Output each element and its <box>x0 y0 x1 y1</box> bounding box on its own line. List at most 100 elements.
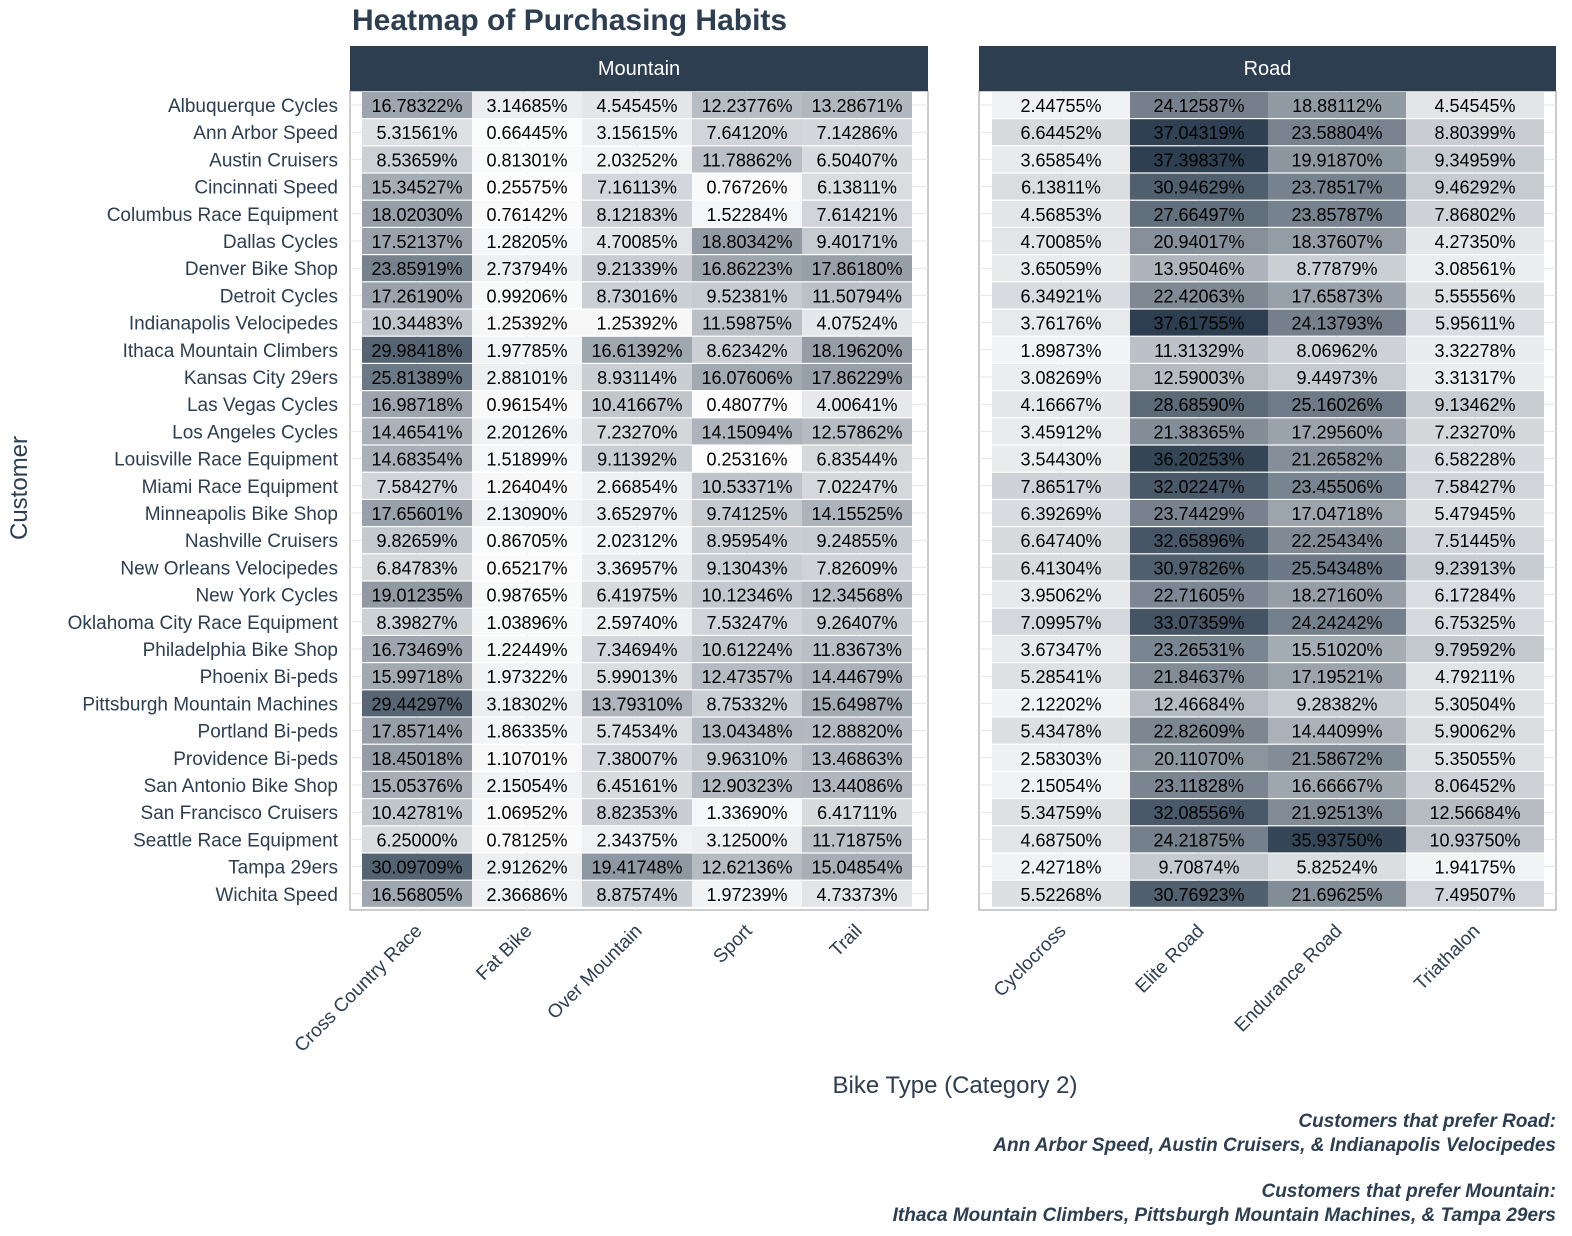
heatmap-cell <box>1406 282 1544 309</box>
heatmap-cell <box>472 826 582 853</box>
y-tick-label: Denver Bike Shop <box>185 259 338 280</box>
cell-value-label: 24.13793% <box>1291 314 1382 334</box>
heatmap-cell <box>362 608 472 635</box>
cell-value-label: 0.65217% <box>486 558 567 578</box>
heatmap-cell <box>1130 527 1268 554</box>
heatmap-cell <box>1130 826 1268 853</box>
heatmap-cell <box>1268 364 1406 390</box>
cell-value-label: 11.50794% <box>812 286 902 306</box>
cell-value-label: 5.31561% <box>376 123 457 143</box>
heatmap-cell <box>802 364 912 390</box>
heatmap-cell <box>472 799 582 826</box>
heatmap-cell <box>362 445 472 472</box>
cell-value-label: 6.34921% <box>1020 286 1101 306</box>
cell-value-label: 3.08561% <box>1434 259 1515 279</box>
y-tick-label: Las Vegas Cycles <box>187 395 338 416</box>
heatmap-cell <box>992 663 1130 690</box>
heatmap-cell <box>692 772 802 798</box>
heatmap-cell <box>582 228 692 254</box>
heatmap-cell <box>472 608 582 635</box>
cell-value-label: 23.85787% <box>1291 205 1382 225</box>
heatmap-cell <box>1130 173 1268 200</box>
heatmap-cell <box>692 744 802 771</box>
cell-value-label: 2.59740% <box>596 613 677 633</box>
heatmap-cell <box>1130 336 1268 363</box>
cell-value-label: 21.92513% <box>1291 803 1382 823</box>
heatmap-cell <box>692 391 802 418</box>
cell-value-label: 15.04854% <box>811 858 902 878</box>
cell-value-label: 8.93114% <box>597 368 677 388</box>
heatmap-cell <box>992 282 1130 309</box>
cell-value-label: 7.23270% <box>596 422 677 442</box>
cell-value-label: 14.15525% <box>811 504 902 524</box>
heatmap-cell <box>692 799 802 826</box>
heatmap-cell <box>802 255 912 282</box>
heatmap-cell <box>992 717 1130 744</box>
heatmap-cell <box>802 391 912 418</box>
cell-value-label: 0.98765% <box>486 586 567 606</box>
heatmap-cell <box>582 173 692 200</box>
cell-value-label: 10.93750% <box>1429 830 1520 850</box>
caption-road-heading: Customers that prefer Road: <box>1298 1111 1556 1132</box>
heatmap-cell <box>692 255 802 282</box>
y-tick-label: Louisville Race Equipment <box>114 450 339 471</box>
cell-value-label: 12.47357% <box>701 667 792 687</box>
cell-value-label: 9.24855% <box>816 531 897 551</box>
cell-value-label: 22.25434% <box>1291 531 1382 551</box>
heatmap-cell <box>992 880 1130 907</box>
heatmap-cell <box>1130 391 1268 418</box>
y-tick-label: Philadelphia Bike Shop <box>143 640 338 661</box>
heatmap-cell <box>1130 228 1268 254</box>
caption-mountain-heading: Customers that prefer Mountain: <box>1261 1181 1556 1202</box>
cell-value-label: 6.83544% <box>816 450 897 470</box>
cell-value-label: 17.65873% <box>1291 286 1382 306</box>
heatmap-cell <box>362 717 472 744</box>
cell-value-label: 21.84637% <box>1153 667 1244 687</box>
cell-value-label: 9.26407% <box>816 613 897 633</box>
heatmap-cell <box>1268 228 1406 254</box>
cell-value-label: 11.83673% <box>812 640 902 660</box>
cell-value-label: 1.97322% <box>486 667 567 687</box>
heatmap-cell <box>1268 200 1406 227</box>
heatmap-cell <box>1406 554 1544 581</box>
cell-value-label: 9.21339% <box>596 259 677 279</box>
cell-value-label: 16.66667% <box>1291 776 1382 796</box>
heatmap-cell <box>472 500 582 526</box>
cell-value-label: 8.12183% <box>596 205 677 225</box>
cell-value-label: 13.04348% <box>701 722 792 742</box>
cell-value-label: 23.26531% <box>1153 640 1244 660</box>
heatmap-cell <box>992 200 1130 227</box>
cell-value-label: 6.25000% <box>376 830 457 850</box>
cell-value-label: 7.82609% <box>816 558 897 578</box>
heatmap-cell <box>472 554 582 581</box>
cell-value-label: 13.44086% <box>811 776 902 796</box>
heatmap-cell <box>1268 500 1406 526</box>
cell-value-label: 9.70874% <box>1158 858 1239 878</box>
cell-value-label: 0.99206% <box>486 286 567 306</box>
heatmap-cell <box>362 636 472 662</box>
cell-value-label: 2.34375% <box>596 830 677 850</box>
heatmap-cell <box>992 581 1130 608</box>
cell-value-label: 0.76726% <box>706 178 787 198</box>
heatmap-cell <box>362 690 472 717</box>
heatmap-cell <box>1268 418 1406 445</box>
heatmap-cell <box>582 472 692 499</box>
heatmap-cell <box>472 173 582 200</box>
heatmap-cell <box>1406 418 1544 445</box>
cell-value-label: 9.34959% <box>1434 150 1515 170</box>
cell-value-label: 18.19620% <box>811 341 902 361</box>
cell-value-label: 3.54430% <box>1020 450 1101 470</box>
cell-value-label: 6.58228% <box>1434 450 1515 470</box>
y-tick-label: Dallas Cycles <box>223 232 338 253</box>
cell-value-label: 4.68750% <box>1020 830 1101 850</box>
panel-mountain-strip <box>350 46 928 91</box>
heatmap-cell <box>1268 663 1406 690</box>
heatmap-cell <box>1130 880 1268 907</box>
heatmap-cell <box>472 146 582 173</box>
cell-value-label: 12.90323% <box>701 776 792 796</box>
heatmap-cell <box>472 336 582 363</box>
cell-value-label: 3.12500% <box>706 830 787 850</box>
cell-value-label: 17.04718% <box>1291 504 1382 524</box>
heatmap-cell <box>1268 119 1406 146</box>
